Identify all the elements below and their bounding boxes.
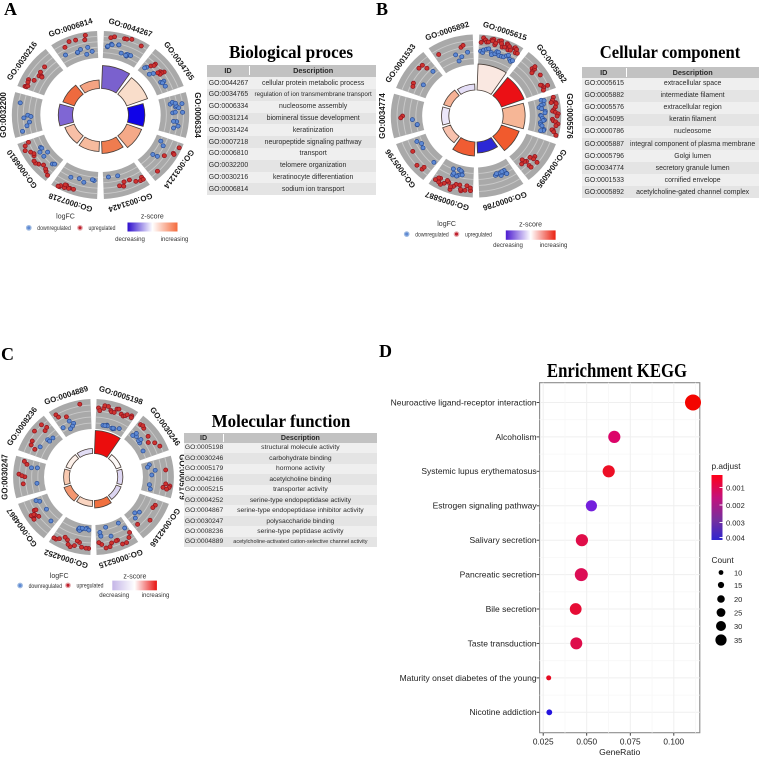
svg-text:15: 15 (734, 581, 742, 590)
svg-text:Bile secretion: Bile secretion (486, 604, 537, 614)
svg-text:25: 25 (734, 608, 742, 617)
svg-text:GO:0034774: GO:0034774 (378, 93, 387, 139)
svg-text:decreasing: decreasing (115, 236, 145, 243)
svg-text:0.075: 0.075 (620, 737, 641, 747)
svg-text:GO:0032200: GO:0032200 (0, 92, 8, 138)
svg-text:Maturity onset diabetes of the: Maturity onset diabetes of the young (400, 673, 537, 683)
svg-text:0.001: 0.001 (726, 484, 745, 493)
svg-text:upregulated: upregulated (89, 225, 116, 232)
svg-text:logFC: logFC (437, 221, 456, 228)
svg-text:0.004: 0.004 (726, 534, 745, 543)
svg-text:decreasing: decreasing (493, 242, 523, 249)
svg-text:increasing: increasing (161, 236, 189, 243)
svg-text:0.100: 0.100 (663, 737, 684, 747)
svg-text:Neuroactive ligand-receptor in: Neuroactive ligand-receptor interaction (391, 397, 537, 407)
svg-text:GO:0005576: GO:0005576 (565, 93, 574, 139)
svg-text:20: 20 (734, 595, 742, 604)
svg-text:0.003: 0.003 (726, 519, 745, 528)
svg-text:GO:0030247: GO:0030247 (0, 454, 9, 500)
svg-text:p.adjust: p.adjust (712, 461, 742, 471)
svg-text:Alcoholism: Alcoholism (495, 432, 536, 442)
svg-text:0.050: 0.050 (576, 737, 597, 747)
svg-text:10: 10 (734, 568, 742, 577)
svg-text:z-score: z-score (519, 222, 542, 229)
svg-text:Systemic lupus erythematosus: Systemic lupus erythematosus (421, 466, 536, 476)
svg-text:z-score: z-score (141, 214, 164, 221)
svg-text:upregulated: upregulated (77, 583, 104, 590)
svg-text:downregulated: downregulated (29, 583, 63, 590)
svg-text:GO:0005179: GO:0005179 (178, 454, 187, 500)
svg-text:GO:0006334: GO:0006334 (193, 92, 202, 138)
svg-text:Estrogen signaling pathway: Estrogen signaling pathway (433, 501, 538, 511)
svg-text:0.002: 0.002 (726, 501, 745, 510)
svg-text:increasing: increasing (142, 592, 170, 599)
svg-text:35: 35 (734, 636, 742, 645)
svg-text:Taste transduction: Taste transduction (468, 638, 537, 648)
svg-text:logFC: logFC (56, 214, 75, 221)
svg-text:downregulated: downregulated (37, 225, 71, 232)
svg-text:Pancreatic secretion: Pancreatic secretion (460, 570, 537, 580)
svg-text:0.025: 0.025 (533, 737, 554, 747)
svg-text:z-score: z-score (123, 574, 146, 581)
svg-text:decreasing: decreasing (99, 592, 129, 599)
svg-text:Count: Count (712, 555, 735, 565)
svg-text:Nicotine addiction: Nicotine addiction (469, 707, 536, 717)
svg-text:downregulated: downregulated (415, 231, 449, 238)
svg-text:increasing: increasing (540, 242, 568, 249)
svg-text:Salivary secretion: Salivary secretion (470, 535, 537, 545)
svg-text:logFC: logFC (50, 573, 69, 580)
svg-text:GeneRatio: GeneRatio (599, 747, 640, 757)
svg-text:30: 30 (734, 622, 742, 631)
svg-text:upregulated: upregulated (465, 231, 492, 238)
